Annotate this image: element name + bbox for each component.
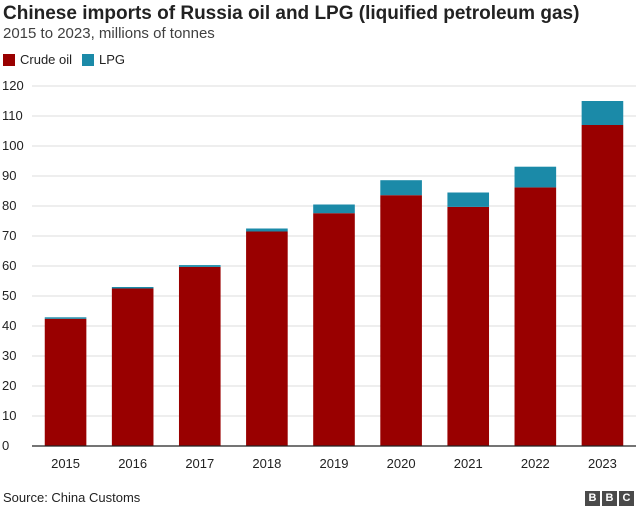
bar-crude-oil-2022 bbox=[514, 187, 557, 446]
bbc-logo: B B C bbox=[583, 491, 634, 506]
bbc-logo-letter: B bbox=[602, 491, 617, 506]
source-note: Source: China Customs bbox=[3, 490, 141, 505]
y-tick-label-0: 0 bbox=[2, 438, 9, 453]
chart-title: Chinese imports of Russia oil and LPG (l… bbox=[3, 3, 580, 24]
y-tick-label-100: 100 bbox=[2, 138, 24, 153]
bar-lpg-2023 bbox=[581, 101, 624, 125]
bar-crude-oil-2021 bbox=[447, 206, 490, 446]
bar-crude-oil-2019 bbox=[313, 213, 355, 446]
x-tick-label-2016: 2016 bbox=[118, 456, 147, 471]
legend-item-lpg: LPG bbox=[82, 52, 125, 67]
y-tick-label-80: 80 bbox=[2, 198, 16, 213]
bar-lpg-2022 bbox=[514, 166, 557, 188]
legend: Crude oil LPG bbox=[3, 52, 135, 67]
x-tick-label-2022: 2022 bbox=[521, 456, 550, 471]
legend-label-crude-oil: Crude oil bbox=[20, 52, 73, 67]
y-tick-label-60: 60 bbox=[2, 258, 16, 273]
y-tick-label-20: 20 bbox=[2, 378, 16, 393]
legend-item-crude-oil: Crude oil bbox=[3, 52, 72, 67]
bar-crude-oil-2016 bbox=[111, 288, 154, 446]
y-tick-label-30: 30 bbox=[2, 348, 16, 363]
x-tick-label-2017: 2017 bbox=[185, 456, 214, 471]
x-tick-label-2018: 2018 bbox=[252, 456, 281, 471]
bar-crude-oil-2015 bbox=[44, 318, 87, 446]
bar-lpg-2019 bbox=[313, 204, 355, 214]
y-tick-label-50: 50 bbox=[2, 288, 16, 303]
bar-lpg-2020 bbox=[380, 180, 422, 196]
bar-lpg-2018 bbox=[246, 228, 288, 232]
chart-subtitle: 2015 to 2023, millions of tonnes bbox=[3, 25, 215, 42]
x-axis-tick-labels: 2015 2016 2017 2018 2019 2020 2021 2022 2023 bbox=[51, 456, 617, 471]
bar-crude-oil-2017 bbox=[178, 266, 221, 446]
legend-label-lpg: LPG bbox=[99, 52, 126, 67]
bar-crude-oil-2023 bbox=[581, 125, 624, 446]
y-tick-label-110: 110 bbox=[2, 108, 23, 123]
bar-lpg-2017 bbox=[178, 265, 221, 267]
bars bbox=[44, 101, 624, 446]
x-tick-label-2023: 2023 bbox=[588, 456, 617, 471]
y-tick-label-90: 90 bbox=[2, 168, 16, 183]
y-axis-tick-labels: 0 10 20 30 40 50 60 70 80 90 100 110 120 bbox=[2, 78, 24, 453]
y-tick-label-120: 120 bbox=[2, 78, 24, 93]
x-tick-label-2021: 2021 bbox=[454, 456, 483, 471]
bar-lpg-2021 bbox=[447, 192, 490, 207]
bar-crude-oil-2018 bbox=[246, 231, 288, 446]
bar-crude-oil-2020 bbox=[380, 195, 422, 446]
y-tick-label-70: 70 bbox=[2, 228, 16, 243]
x-tick-label-2015: 2015 bbox=[51, 456, 80, 471]
y-tick-label-40: 40 bbox=[2, 318, 16, 333]
bbc-logo-letter: B bbox=[585, 491, 600, 506]
legend-swatch-crude-oil bbox=[3, 53, 15, 66]
y-tick-label-10: 10 bbox=[2, 408, 16, 423]
bar-lpg-2015 bbox=[44, 317, 87, 319]
x-tick-label-2020: 2020 bbox=[387, 456, 416, 471]
x-tick-label-2019: 2019 bbox=[320, 456, 349, 471]
bar-lpg-2016 bbox=[111, 287, 154, 289]
legend-swatch-lpg bbox=[82, 53, 95, 66]
bbc-logo-letter: C bbox=[619, 491, 634, 506]
